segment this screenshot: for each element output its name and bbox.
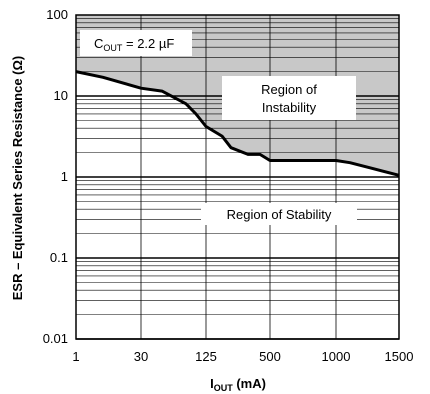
y-tick-label: 0.1 (50, 250, 68, 265)
x-tick-label: 1500 (385, 349, 414, 364)
y-tick-label: 10 (54, 88, 68, 103)
instability-label-box (222, 76, 356, 120)
y-tick-label: 0.01 (43, 331, 68, 346)
x-tick-label: 500 (259, 349, 281, 364)
y-axis-title: ESR – Equivalent Series Resistance (Ω) (10, 56, 25, 301)
stability-label: Region of Stability (227, 207, 332, 222)
stability-label-box (201, 203, 357, 225)
x-tick-label: 125 (195, 349, 217, 364)
plot-frame (75, 14, 400, 340)
instability-label-line2: Instability (262, 100, 317, 115)
x-axis-title: IOUT (mA) (210, 376, 266, 393)
y-tick-label: 100 (46, 7, 68, 22)
x-tick-label: 1000 (322, 349, 351, 364)
y-tick-label: 1 (61, 169, 68, 184)
x-tick-labels: 1 30 125 500 1000 1500 (72, 349, 413, 364)
x-tick-label: 30 (134, 349, 148, 364)
x-tick-label: 1 (72, 349, 79, 364)
esr-curve (75, 70, 400, 177)
instability-label-line1: Region of (261, 82, 317, 97)
condition-label: COUT = 2.2 µF (94, 36, 174, 53)
y-tick-labels: 100 10 1 0.1 0.01 (43, 7, 68, 346)
condition-box (80, 30, 192, 56)
